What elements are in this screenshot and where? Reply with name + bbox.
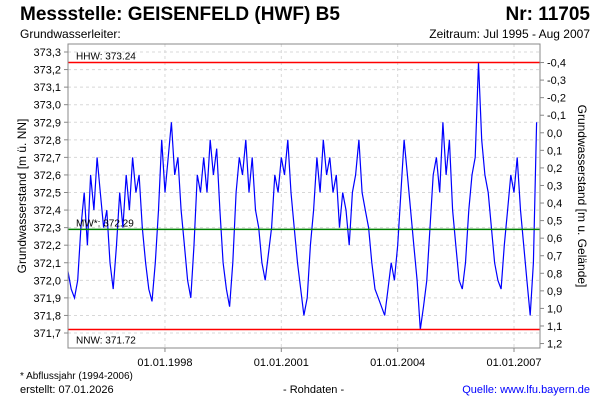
y-tick-label: 371,9 [33,293,61,305]
y-tick-label: 372,0 [33,275,61,287]
y-tick-label: 372,3 [33,223,61,235]
plot-frame [67,43,541,349]
y-right-tick-label: 1,0 [547,303,562,315]
y-right-tick-label: 0,6 [547,233,562,245]
footnote: * Abflussjahr (1994-2006) [20,371,133,382]
x-tick-label: 01.01.1998 [137,357,192,369]
y-right-tick-label: 1,1 [547,321,562,333]
reference-line-label: MW*: 372.29 [76,218,134,229]
raw-data-label: - Rohdaten - [283,384,345,396]
y-right-tick-label: -0,1 [547,110,566,122]
y-right-tick-label: 0,2 [547,163,562,175]
y-tick-label: 372,1 [33,258,61,270]
y-right-tick-label: -0,2 [547,93,566,105]
source-link[interactable]: Quelle: www.lfu.bayern.de [462,384,590,396]
y-right-tick-label: 0,5 [547,216,562,228]
y-tick-label: 372,6 [33,170,61,182]
y-tick-label: 371,7 [33,328,61,340]
series-line-0 [67,62,538,330]
x-tick-label: 01.01.2007 [486,357,541,369]
page-title: Messstelle: GEISENFELD (HWF) B5 [20,4,340,25]
station-number: Nr: 11705 [505,4,590,25]
y-tick-label: 373,0 [33,100,61,112]
y-right-axis-label: Grundwasserstand [m u. Gelände] [575,105,589,288]
y-axis-label: Grundwasserstand [m ü. NN] [15,119,29,274]
x-tick-label: 01.01.2004 [370,357,425,369]
y-tick-label: 372,9 [33,117,61,129]
reference-line-label: NNW: 371.72 [76,335,136,346]
reference-line-label: HHW: 373.24 [76,52,136,63]
y-right-tick-label: -0,3 [547,75,566,87]
y-tick-label: 372,5 [33,188,61,200]
x-tick-label: 01.01.2001 [254,357,309,369]
y-right-tick-label: 0,0 [547,128,562,140]
y-right-tick-label: 1,2 [547,339,562,351]
y-right-tick-label: 0,9 [547,286,562,298]
y-right-tick-label: 0,3 [547,180,562,192]
y-tick-label: 372,7 [33,152,61,164]
y-tick-label: 372,2 [33,240,61,252]
y-right-tick-label: 0,8 [547,268,562,280]
y-tick-label: 373,3 [33,47,61,59]
y-tick-label: 373,1 [33,82,61,94]
y-tick-label: 372,8 [33,135,61,147]
y-right-tick-label: -0,4 [547,58,566,70]
y-right-tick-label: 0,4 [547,198,562,210]
y-right-tick-label: 0,7 [547,251,562,263]
y-tick-label: 372,4 [33,205,61,217]
aquifer-label: Grundwasserleiter: [20,27,121,41]
y-right-tick-label: 0,1 [547,145,562,157]
created-date: erstellt: 07.01.2026 [20,384,114,396]
y-tick-label: 373,2 [33,65,61,77]
period-label: Zeitraum: Jul 1995 - Aug 2007 [429,27,590,41]
y-tick-label: 371,8 [33,310,61,322]
